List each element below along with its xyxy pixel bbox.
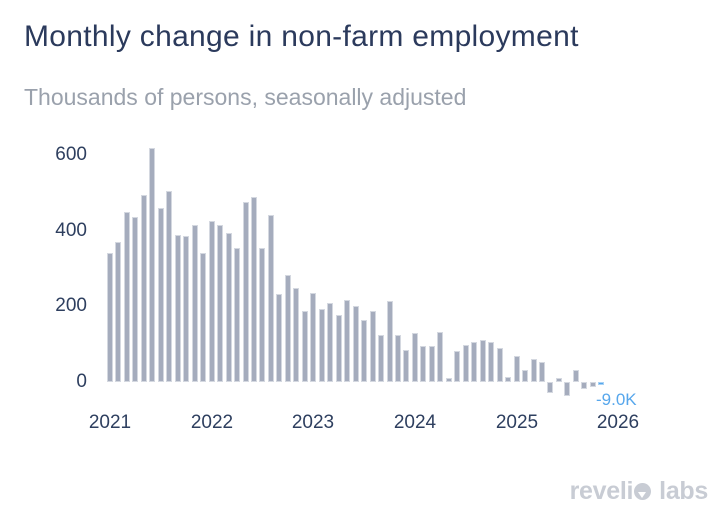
bar[interactable] [301, 310, 308, 382]
bar[interactable] [547, 382, 554, 394]
bar[interactable] [132, 217, 139, 382]
bar-latest-highlighted[interactable] [598, 382, 605, 386]
x-axis-tick-label: 2022 [190, 412, 234, 433]
bar[interactable] [555, 377, 562, 382]
bar[interactable] [115, 242, 122, 382]
bar[interactable] [428, 346, 435, 382]
brand-text-start: reveli [569, 477, 634, 505]
bar[interactable] [276, 293, 283, 382]
bar[interactable] [191, 225, 198, 382]
bar[interactable] [174, 234, 181, 382]
bar[interactable] [581, 382, 588, 390]
bar[interactable] [242, 201, 249, 382]
bar[interactable] [361, 319, 368, 382]
x-axis-tick-label: 2021 [88, 412, 132, 433]
bar[interactable] [250, 197, 257, 382]
x-axis-tick-label: 2024 [393, 412, 437, 433]
bar[interactable] [327, 302, 334, 382]
bar[interactable] [564, 382, 571, 397]
brand-text-end: labs [659, 477, 708, 505]
bar[interactable] [505, 377, 512, 382]
revelio-labs-logo: reveli labs [569, 477, 709, 506]
bar[interactable] [411, 332, 418, 382]
bar[interactable] [386, 301, 393, 382]
bar[interactable] [284, 275, 291, 382]
latest-value-label: -9.0K [596, 390, 637, 409]
bar[interactable] [454, 350, 461, 382]
bar[interactable] [217, 225, 224, 382]
bar[interactable] [208, 221, 215, 382]
bar[interactable] [352, 306, 359, 382]
bar[interactable] [513, 355, 520, 382]
bar[interactable] [183, 236, 190, 382]
revelio-logo-o-icon [634, 483, 652, 500]
bar[interactable] [445, 377, 452, 382]
bar[interactable] [149, 147, 156, 382]
bar[interactable] [522, 370, 529, 382]
y-axis-tick-label: 200 [55, 295, 87, 316]
y-axis-tick-label: 0 [76, 371, 87, 392]
bar[interactable] [318, 309, 325, 382]
x-axis-tick-label: 2023 [291, 412, 335, 433]
bar[interactable] [225, 233, 232, 382]
bar[interactable] [394, 334, 401, 382]
bar[interactable] [479, 340, 486, 382]
bar[interactable] [403, 350, 410, 382]
x-axis-tick-label: 2025 [495, 412, 539, 433]
bar[interactable] [369, 311, 376, 382]
bar[interactable] [530, 359, 537, 382]
bar[interactable] [293, 287, 300, 382]
bar[interactable] [378, 334, 385, 382]
page-title: Monthly change in non-farm employment [24, 20, 579, 53]
bar[interactable] [488, 342, 495, 382]
bar[interactable] [267, 215, 274, 382]
bar[interactable] [344, 299, 351, 382]
y-axis-tick-label: 400 [55, 220, 87, 241]
bar[interactable] [157, 208, 164, 382]
bar[interactable] [200, 252, 207, 382]
x-axis-tick-label: 2026 [596, 412, 640, 433]
chart-subtitle: Thousands of persons, seasonally adjuste… [24, 84, 467, 110]
bar[interactable] [538, 362, 545, 382]
bar[interactable] [471, 342, 478, 382]
bar[interactable] [572, 369, 579, 382]
bar[interactable] [420, 346, 427, 382]
bar[interactable] [166, 191, 173, 382]
bar[interactable] [462, 344, 469, 382]
bar[interactable] [107, 253, 113, 382]
bar[interactable] [259, 248, 266, 382]
bar[interactable] [123, 211, 130, 382]
bar[interactable] [589, 382, 596, 387]
bar[interactable] [335, 315, 342, 382]
bar[interactable] [437, 331, 444, 382]
bar[interactable] [496, 348, 503, 382]
bar[interactable] [234, 247, 241, 382]
bar[interactable] [310, 293, 317, 382]
y-axis-tick-label: 600 [55, 144, 87, 165]
bar[interactable] [140, 194, 147, 382]
